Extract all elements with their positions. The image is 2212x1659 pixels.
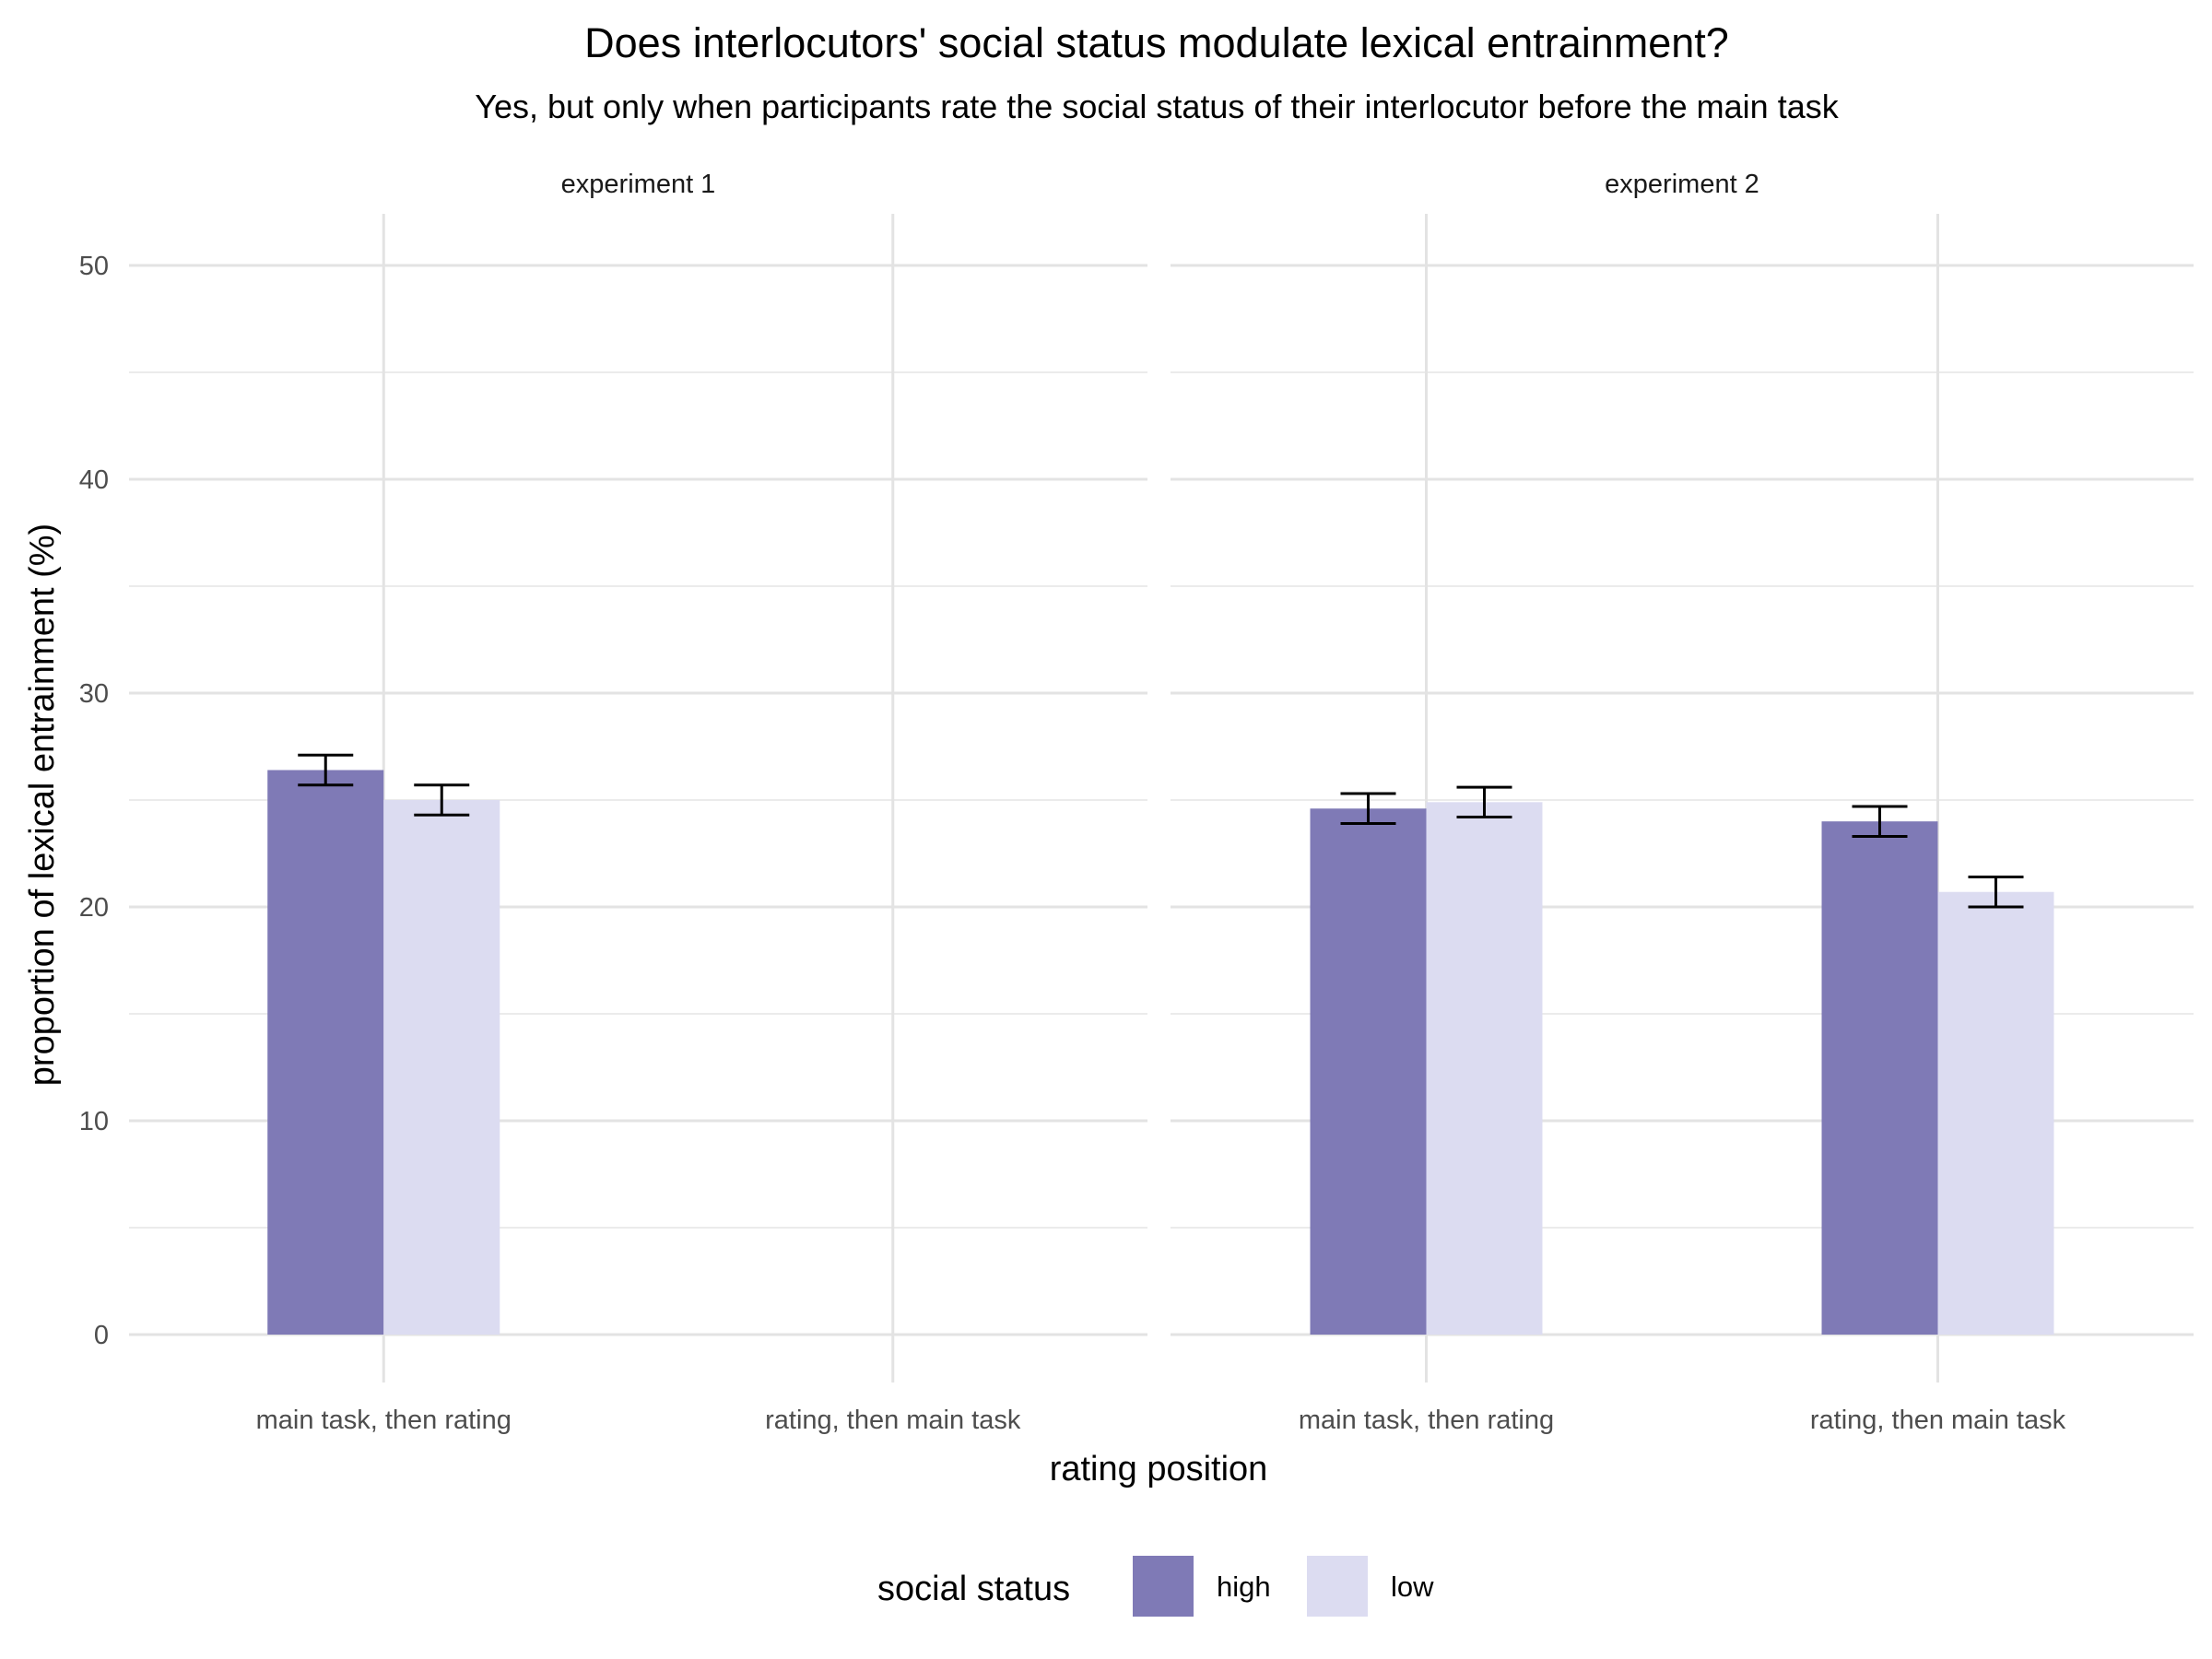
facet-label: experiment 1 (561, 170, 716, 199)
bar-high (267, 770, 384, 1335)
facet-label: experiment 2 (1605, 170, 1759, 199)
facet-panel-1: experiment 1 main task, then rating rating… (129, 170, 1147, 1435)
bar-low (1426, 802, 1543, 1335)
x-tick-label: main task, then rating (1299, 1406, 1554, 1435)
bar-high (1310, 808, 1427, 1335)
legend-key-low (1307, 1556, 1368, 1617)
y-tick-label: 40 (79, 465, 109, 495)
legend-key-high (1133, 1556, 1194, 1617)
bar-low (383, 800, 500, 1335)
y-tick-label: 50 (79, 252, 109, 281)
chart-subtitle: Yes, but only when participants rate the… (475, 88, 1839, 125)
bar-low (1937, 891, 2054, 1335)
y-axis-label: proportion of lexical entrainment (%) (23, 524, 62, 1086)
facet-panel-2: experiment 2 main task, then rating rating… (1171, 170, 2194, 1435)
legend-label-high: high (1217, 1571, 1271, 1603)
y-tick-label: 10 (79, 1107, 109, 1136)
y-tick-label: 20 (79, 893, 109, 923)
y-tick-label: 0 (94, 1321, 109, 1350)
bar-high (1821, 821, 1938, 1335)
x-tick-label: rating, then main task (765, 1406, 1021, 1435)
chart-title: Does interlocutors' social status modula… (584, 19, 1729, 66)
legend-title: social status (877, 1570, 1070, 1608)
x-axis-label: rating position (1050, 1450, 1268, 1488)
x-tick-label: rating, then main task (1810, 1406, 2066, 1435)
legend-label-low: low (1391, 1571, 1434, 1603)
x-tick-label: main task, then rating (256, 1406, 512, 1435)
y-tick-label: 30 (79, 679, 109, 709)
legend: social status high low (877, 1556, 1434, 1617)
